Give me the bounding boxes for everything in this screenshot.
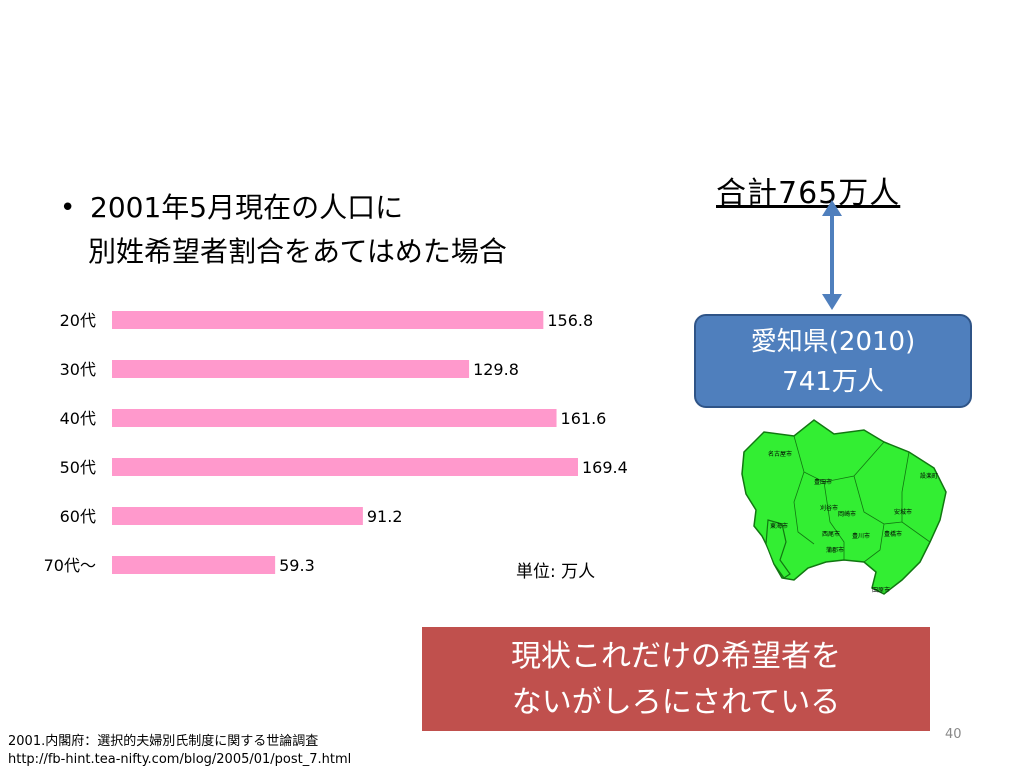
callout-box: 現状これだけの希望者を ないがしろにされている: [422, 627, 930, 731]
value-label: 161.6: [561, 409, 607, 428]
aichi-map-shape: [741, 419, 947, 595]
value-label: 59.3: [279, 556, 315, 575]
category-label: 70代〜: [44, 556, 96, 575]
map-city-label: 安城市: [894, 508, 912, 516]
chita-peninsula: [765, 519, 791, 579]
double-arrow-icon: [822, 200, 842, 310]
category-label: 20代: [60, 311, 96, 330]
bar: [112, 311, 544, 329]
category-label: 40代: [60, 409, 96, 428]
aichi-line-2: 741万人: [782, 367, 884, 397]
source-line-2: http://fb-hint.tea-nifty.com/blog/2005/0…: [8, 752, 352, 767]
value-label: 169.4: [582, 458, 628, 477]
map-city-label: 名古屋市: [768, 450, 792, 458]
map-city-label: 豊田市: [814, 478, 832, 486]
bar: [112, 507, 363, 525]
map-city-label: 西尾市: [822, 530, 840, 538]
age-population-bar-chart: 20代 156.8 30代 129.8 40代 161.6 50代 169.4 60代 91.2 7…: [44, 311, 628, 582]
source-citation: 2001.内閣府：選択的夫婦別氏制度に関する世論調査 http://fb-hin…: [8, 733, 351, 769]
map-city-label: 刈谷市: [820, 504, 838, 512]
bar: [112, 360, 470, 378]
bullet-dot: •: [60, 193, 76, 223]
bullet-line-2: 別姓希望者割合をあてはめた場合: [88, 235, 507, 268]
map-city-label: 設楽町: [920, 472, 938, 480]
bullet-line-1-text: 2001年5月現在の人口に: [90, 191, 404, 224]
callout-line-1: 現状これだけの希望者を: [511, 639, 841, 674]
total-label: 合計765万人: [716, 176, 901, 211]
map-city-label: 田原市: [872, 586, 890, 594]
map-city-label: 豊橋市: [884, 530, 902, 538]
category-label: 30代: [60, 360, 96, 379]
value-label: 91.2: [367, 507, 403, 526]
map-city-label: 東海市: [770, 522, 788, 530]
bullet-line-1: • 2001年5月現在の人口に: [60, 186, 507, 230]
category-label: 60代: [60, 507, 96, 526]
bar: [112, 458, 578, 476]
bar: [112, 556, 276, 574]
map-city-label: 豊川市: [852, 532, 870, 540]
callout-line-2: ないがしろにされている: [511, 685, 841, 720]
source-line-1: 2001.内閣府：選択的夫婦別氏制度に関する世論調査: [8, 734, 319, 749]
city-borders: [793, 435, 931, 563]
map-city-label: 蒲郡市: [826, 546, 844, 554]
category-label: 50代: [60, 458, 96, 477]
unit-label: 単位: 万人: [516, 562, 595, 582]
value-label: 129.8: [473, 360, 519, 379]
map-city-label: 岡崎市: [838, 510, 856, 518]
bullet-text: • 2001年5月現在の人口に 別姓希望者割合をあてはめた場合: [60, 186, 507, 274]
value-label: 156.8: [547, 311, 593, 330]
aichi-population-box: 愛知県(2010) 741万人: [694, 314, 972, 408]
aichi-line-1: 愛知県(2010): [750, 327, 916, 357]
bar: [112, 409, 557, 427]
page-number: 40: [945, 727, 962, 742]
